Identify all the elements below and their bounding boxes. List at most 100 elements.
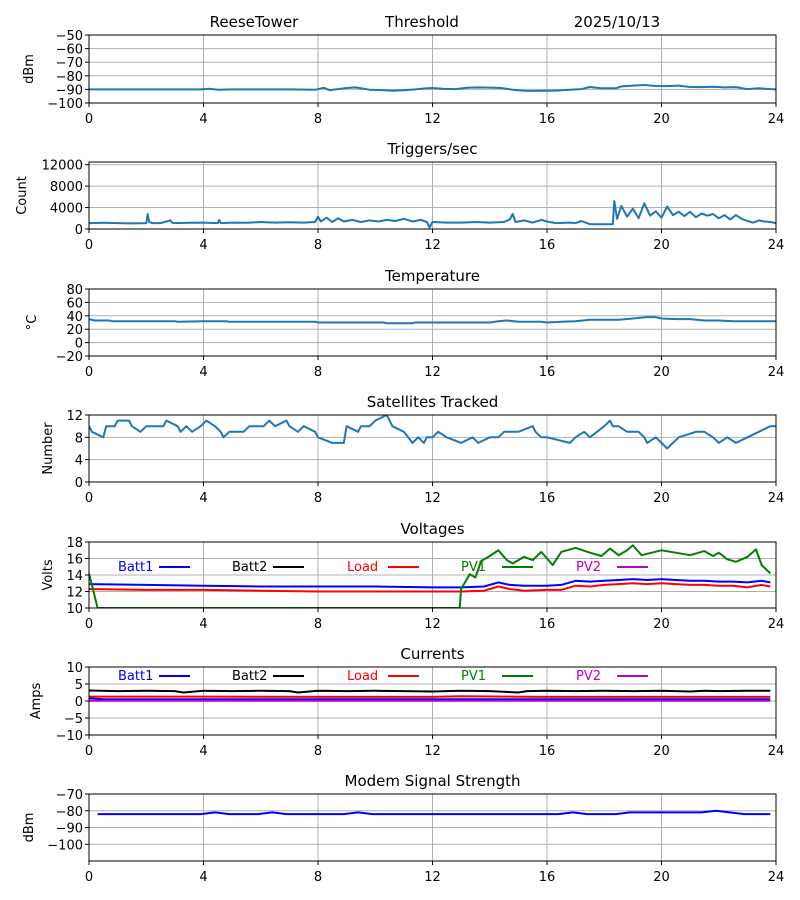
y-tick-label: 18 (66, 536, 83, 551)
series-line-modem (97, 809, 771, 816)
panel-title: Triggers/sec (387, 140, 478, 158)
x-tick-label: 16 (539, 870, 556, 885)
y-tick-label: −70 (56, 788, 83, 803)
x-tick-label: 8 (314, 870, 322, 885)
x-tick-label: 8 (314, 491, 322, 506)
y-tick-label: 8 (75, 431, 83, 446)
y-tick-label: 10 (66, 661, 83, 676)
x-tick-label: 4 (199, 238, 207, 253)
y-tick-label: −90 (56, 822, 83, 837)
x-tick-label: 4 (199, 617, 207, 632)
x-tick-label: 0 (85, 491, 93, 506)
legend-label-batt2: Batt2 (232, 669, 267, 684)
y-tick-label: −70 (56, 56, 83, 71)
legend-label-batt1: Batt1 (118, 669, 153, 684)
y-tick-label: 4 (75, 454, 83, 469)
series-line-triggers (89, 200, 776, 229)
series-line-load (89, 582, 771, 593)
panel-modem: 0 4 8 12 16 20 24 −100−90 −80 −70 Modem Signal Str… (22, 772, 784, 885)
x-tick-label: 8 (314, 112, 322, 127)
x-tick-label: 24 (768, 238, 785, 253)
y-tick-label: 14 (66, 569, 83, 584)
y-tick-label: 0 (75, 337, 83, 352)
series-line-satellites (89, 415, 776, 450)
y-axis-label: Count (15, 176, 30, 215)
legend-label-pv2: PV2 (576, 560, 601, 575)
axes-frame (88, 666, 777, 736)
y-axis-label: dBm (22, 54, 37, 84)
x-tick-label: 0 (85, 617, 93, 632)
x-tick-label: 4 (199, 112, 207, 127)
x-tick-label: 20 (653, 491, 670, 506)
x-tick-label: 4 (199, 491, 207, 506)
axes-frame (88, 793, 777, 862)
x-tick-label: 12 (424, 365, 441, 380)
x-tick-label: 12 (424, 617, 441, 632)
legend-label-pv1: PV1 (461, 669, 486, 684)
x-tick-label: 16 (539, 617, 556, 632)
series-line-temperature (89, 316, 776, 325)
header-station: ReeseTower (210, 13, 300, 31)
y-tick-label: 12 (66, 586, 83, 601)
x-tick-label: 0 (85, 870, 93, 885)
x-tick-label: 4 (199, 365, 207, 380)
y-tick-label: 4000 (50, 202, 83, 217)
y-axis-label: Volts (41, 559, 56, 591)
x-tick-label: 0 (85, 112, 93, 127)
panel-title: Modem Signal Strength (345, 772, 521, 790)
x-tick-label: 8 (314, 365, 322, 380)
y-tick-label: −60 (56, 43, 83, 58)
y-tick-label: −90 (56, 83, 83, 98)
y-tick-label: 0 (75, 695, 83, 710)
legend-label-batt2: Batt2 (232, 560, 267, 575)
y-axis-label: Number (41, 422, 56, 475)
series-line-batt2 (89, 689, 771, 694)
x-tick-label: 20 (653, 112, 670, 127)
legend-label-pv1: PV1 (461, 560, 486, 575)
y-tick-label: −100 (47, 97, 83, 112)
x-tick-label: 12 (424, 870, 441, 885)
y-tick-label: 80 (66, 283, 83, 298)
y-tick-label: 0 (75, 476, 83, 491)
x-tick-label: 16 (539, 491, 556, 506)
x-tick-label: 20 (653, 870, 670, 885)
y-tick-label: 8000 (50, 180, 83, 195)
axes-frame (88, 288, 777, 357)
legend-label-load: Load (347, 669, 378, 684)
x-tick-label: 24 (768, 365, 785, 380)
x-tick-label: 12 (424, 491, 441, 506)
x-tick-label: 24 (768, 744, 785, 759)
y-tick-label: −80 (56, 70, 83, 85)
x-tick-label: 12 (424, 112, 441, 127)
x-tick-label: 20 (653, 365, 670, 380)
legend-label-pv2: PV2 (576, 669, 601, 684)
panel-title: Satellites Tracked (367, 393, 498, 411)
y-tick-label: 60 (66, 296, 83, 311)
panel-title: Voltages (400, 520, 464, 538)
x-tick-label: 20 (653, 617, 670, 632)
y-axis-label: dBm (22, 813, 37, 843)
y-tick-label: −5 (64, 712, 83, 727)
series-line-pv1 (89, 544, 771, 608)
x-tick-label: 16 (539, 365, 556, 380)
series-line-batt1 (89, 697, 771, 701)
x-tick-label: 24 (768, 112, 785, 127)
x-tick-label: 16 (539, 744, 556, 759)
series-line-batt1 (89, 578, 771, 589)
x-tick-label: 0 (85, 238, 93, 253)
y-axis-label: Amps (29, 682, 44, 719)
x-tick-label: 12 (424, 238, 441, 253)
x-tick-label: 24 (768, 491, 785, 506)
x-tick-label: 20 (653, 744, 670, 759)
y-tick-label: 40 (66, 310, 83, 325)
axes-frame (88, 34, 777, 104)
series-line-load (89, 695, 771, 698)
x-tick-label: 4 (199, 744, 207, 759)
y-tick-label: 12 (66, 409, 83, 424)
y-tick-label: 0 (75, 223, 83, 238)
legend-label-batt1: Batt1 (118, 560, 153, 575)
x-tick-label: 12 (424, 744, 441, 759)
panel-title: Temperature (384, 267, 480, 285)
y-tick-label: −80 (56, 805, 83, 820)
